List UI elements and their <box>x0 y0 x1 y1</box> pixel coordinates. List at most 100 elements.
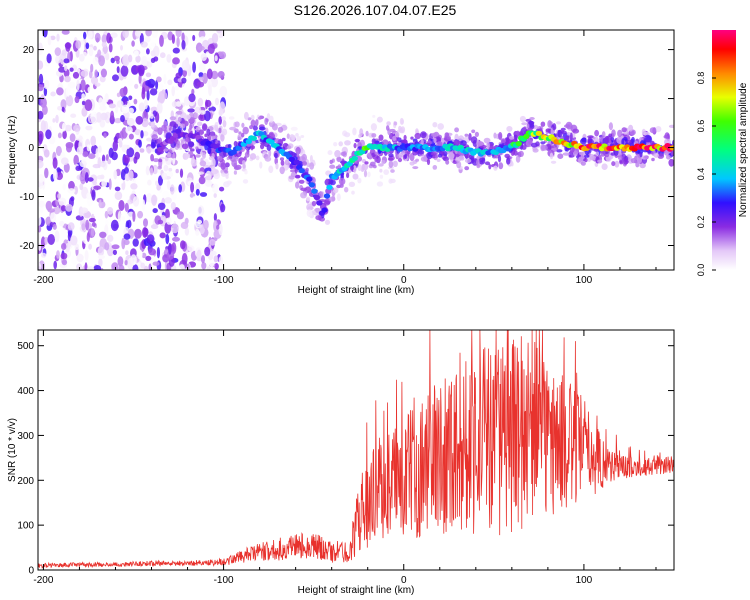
halo-cell <box>241 132 245 138</box>
halo-cell <box>594 129 599 137</box>
halo-cell <box>383 169 390 176</box>
noise-cell <box>219 51 227 59</box>
noise-cell <box>79 183 84 191</box>
halo-cell <box>508 135 515 140</box>
noise-cell <box>198 76 204 81</box>
halo-cell <box>166 125 170 129</box>
noise-cell <box>90 135 96 147</box>
halo-cell <box>556 149 563 153</box>
halo-cell <box>630 158 637 164</box>
x-tick-label: 100 <box>576 575 593 586</box>
noise-cell <box>159 34 164 47</box>
halo-cell <box>365 130 369 137</box>
halo-cell <box>268 133 276 139</box>
noise-cell <box>82 151 89 158</box>
noise-cell <box>56 250 60 259</box>
noise-cell <box>55 55 61 64</box>
halo-cell <box>242 179 249 184</box>
halo-cell <box>195 154 201 158</box>
halo-cell <box>445 159 450 165</box>
noise-cell <box>61 49 67 56</box>
halo-cell <box>476 158 480 167</box>
x-tick-label: -100 <box>214 275 234 286</box>
halo-cell <box>387 157 394 161</box>
halo-cell <box>233 140 238 147</box>
halo-cell <box>201 123 208 131</box>
halo-cell <box>668 158 674 167</box>
halo-cell <box>286 133 290 139</box>
halo-cell <box>430 132 438 137</box>
noise-cell <box>75 40 82 49</box>
halo-cell <box>268 165 274 174</box>
noise-cell <box>190 182 195 193</box>
halo-cell <box>208 156 215 161</box>
noise-cell <box>126 144 130 149</box>
halo-cell <box>163 164 169 172</box>
halo-cell <box>241 122 245 128</box>
noise-cell <box>153 56 159 62</box>
x-tick-label: -200 <box>33 275 53 286</box>
y-tick-label: 300 <box>17 431 34 442</box>
halo-cell <box>218 127 222 134</box>
halo-cell <box>651 157 655 162</box>
noise-cell <box>137 64 145 75</box>
halo-cell <box>580 151 586 160</box>
noise-cell <box>159 232 166 239</box>
noise-cell <box>80 70 89 77</box>
halo-cell <box>611 129 616 137</box>
halo-cell <box>379 168 383 173</box>
halo-cell <box>409 161 415 166</box>
halo-cell <box>353 142 357 149</box>
halo-cell <box>300 187 308 192</box>
noise-cell <box>163 73 167 85</box>
noise-cell <box>134 30 142 37</box>
ridge-cell <box>321 207 328 213</box>
halo-cell <box>614 160 620 168</box>
noise-cell <box>104 242 110 251</box>
noise-cell <box>128 54 133 63</box>
noise-cell <box>88 46 94 57</box>
noise-cell <box>127 118 135 127</box>
x-tick-label: 100 <box>576 275 593 286</box>
noise-cell <box>198 62 206 73</box>
noise-cell <box>92 56 99 66</box>
noise-cell <box>147 179 152 186</box>
halo-cell <box>359 128 364 137</box>
noise-cell <box>145 72 152 78</box>
halo-cell <box>290 169 296 173</box>
halo-cell <box>274 157 279 165</box>
halo-cell <box>333 142 338 147</box>
noise-cell <box>55 114 59 124</box>
noise-cell <box>81 223 86 231</box>
colorbar-tick-label: 0.8 <box>696 72 706 85</box>
noise-cell <box>91 189 96 201</box>
halo-cell <box>258 126 266 131</box>
halo-cell <box>506 125 513 132</box>
snr-series-line <box>38 330 674 569</box>
noise-cell <box>218 116 222 125</box>
noise-cell <box>75 165 82 171</box>
noise-cell <box>101 41 107 48</box>
halo-cell <box>415 158 419 162</box>
halo-cell <box>626 140 633 144</box>
halo-cell <box>231 159 238 168</box>
halo-cell <box>420 131 427 139</box>
halo-cell <box>438 153 442 158</box>
noise-cell <box>59 220 65 227</box>
halo-cell <box>518 150 524 157</box>
halo-cell <box>378 134 384 141</box>
halo-cell <box>318 191 324 198</box>
noise-cell <box>157 202 166 210</box>
y-tick-label: -10 <box>20 192 35 203</box>
halo-cell <box>158 159 163 163</box>
halo-cell <box>344 186 349 193</box>
halo-cell <box>149 113 154 119</box>
noise-cell <box>213 193 217 198</box>
ridge-cell <box>250 135 257 141</box>
halo-cell <box>547 120 552 128</box>
ridge-cell <box>535 130 543 136</box>
noise-cell <box>80 172 86 185</box>
halo-cell <box>484 161 491 166</box>
halo-cell <box>206 128 211 136</box>
colorbar-tick-label: 0.2 <box>696 216 706 229</box>
